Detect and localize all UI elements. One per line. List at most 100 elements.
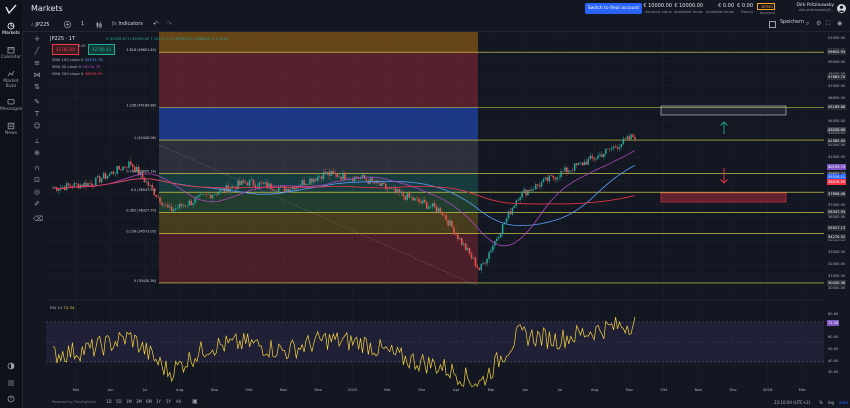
nav-item-market-buzz[interactable]: Market Buzz	[0, 70, 22, 89]
fullscreen-icon[interactable]: ⛶	[826, 20, 831, 27]
crosshair-icon[interactable]: +	[34, 35, 40, 43]
candle-body	[531, 189, 533, 192]
switch-to-real-account-button[interactable]: Switch to Real account	[585, 3, 642, 14]
candle-body	[147, 181, 150, 186]
redo-icon[interactable]: ↷	[166, 20, 172, 28]
add-symbol-icon[interactable]	[63, 20, 72, 29]
price-chart[interactable]: 1.618 (49801.40) 1.236 (45169.88) 1 (42426…	[46, 32, 824, 387]
time-axis[interactable]: Mai Jun Jul Aug Sep Okt Nov Dez 2025 Feb Mrz Apr Mai…	[46, 387, 824, 395]
stat-label: Invested funds	[706, 9, 735, 14]
pattern-icon[interactable]: ⋈	[33, 71, 41, 79]
theme-icon[interactable]	[7, 362, 15, 370]
candle-body	[544, 177, 547, 179]
candle-body	[414, 198, 416, 201]
interval-selector[interactable]: 1	[81, 21, 85, 27]
candle-body	[612, 146, 615, 149]
nav-item-messages[interactable]: Messages	[0, 98, 22, 112]
account-type-stat[interactable]: DEMO Account	[757, 3, 775, 15]
price-tick-label: 37000.00	[828, 202, 846, 207]
candle-body	[480, 264, 483, 271]
time-tick-label: Dez	[314, 387, 322, 392]
legend-value: 38230.78	[82, 64, 101, 69]
price-tick-label: 48000.00	[828, 72, 845, 76]
settings-sliders-icon[interactable]	[7, 379, 15, 387]
eye-icon[interactable]: ◎	[33, 188, 41, 196]
sma-100-legend[interactable]: SMA 100 close 0 39532.78	[52, 57, 103, 62]
candle-body	[85, 182, 87, 187]
trash-icon[interactable]: ⌫	[33, 215, 43, 223]
candle-body	[550, 175, 553, 176]
auto-toggle[interactable]: auto	[839, 400, 849, 405]
fib-label: 0.5 (38047.94)	[131, 188, 157, 192]
rsi-value-tag: 72.34	[827, 319, 840, 326]
sell-price-box[interactable]: 42782.80	[52, 44, 79, 55]
candle-body	[209, 194, 212, 199]
range-button[interactable]: 1D	[106, 399, 112, 404]
candle-body	[497, 237, 500, 239]
user-profile[interactable]: Dirk Pritzinowsky dirk.pritzinowsky@...	[788, 3, 834, 12]
magnet-icon[interactable]: ∩	[34, 164, 40, 172]
range-button[interactable]: 3M	[136, 399, 142, 404]
left-navigation: Markets Calendar Market Buzz Messages Ne…	[0, 0, 23, 408]
news-icon	[7, 122, 15, 130]
camera-icon[interactable]: ◉	[837, 20, 843, 27]
clock-readout[interactable]: 23:10:04 (UTC+2)	[774, 400, 811, 405]
sma-50-legend[interactable]: SMA 50 close 0 38230.78	[52, 64, 100, 69]
range-button[interactable]: 1Y	[156, 399, 161, 404]
candle-body	[618, 147, 621, 149]
candle-body	[478, 267, 481, 271]
range-button[interactable]: 5Y	[166, 399, 171, 404]
stay-in-drawing-icon[interactable]: ✐	[34, 200, 40, 208]
text-icon[interactable]: T	[34, 110, 40, 118]
ruler-icon[interactable]: ⟂	[34, 137, 40, 145]
layout-icon[interactable]	[769, 21, 776, 28]
range-button[interactable]: 5D	[116, 399, 122, 404]
zoom-in-icon[interactable]: ⊕	[34, 149, 40, 157]
candle-body	[102, 173, 105, 179]
nav-item-markets[interactable]: Markets	[0, 22, 22, 36]
candle-body	[155, 195, 157, 197]
candle-body	[614, 146, 617, 148]
trendline-icon[interactable]: ╱	[34, 47, 40, 55]
rsi-legend[interactable]: RSI 14 72.34	[50, 305, 74, 310]
price-axis[interactable]: 51000.0050000.0049000.0048000.0047000.00…	[827, 32, 850, 387]
brush-icon[interactable]: ✎	[34, 98, 40, 106]
log-toggle[interactable]: log	[828, 400, 835, 405]
calendar-range-icon[interactable]: ▣	[192, 398, 198, 405]
candle-body	[534, 184, 537, 190]
candle-body	[320, 176, 323, 180]
symbol-search[interactable]: ⌕ JP225	[31, 20, 57, 30]
candle-body	[283, 185, 286, 192]
help-icon[interactable]: ?	[7, 395, 15, 403]
fib-label: 0.382 (36327.70)	[126, 209, 156, 213]
nav-item-news[interactable]: News	[0, 122, 22, 136]
powered-by[interactable]: Powered by TradingView	[52, 400, 96, 404]
range-button[interactable]: 6M	[146, 399, 152, 404]
percent-toggle[interactable]: %	[819, 400, 823, 405]
search-icon[interactable]: ⌕	[806, 20, 810, 27]
candle-body	[338, 176, 340, 178]
range-button[interactable]: All	[176, 399, 181, 404]
emoji-icon[interactable]: ☺	[33, 122, 41, 130]
candle-body	[408, 193, 410, 198]
prediction-icon[interactable]: ⇅	[34, 83, 40, 91]
indicators-button[interactable]: ƒx Indicators	[112, 21, 143, 27]
undo-icon[interactable]: ↶	[153, 20, 159, 28]
save-button[interactable]: Speichern	[780, 20, 804, 25]
gear-icon[interactable]: ⚙	[816, 20, 822, 27]
candle-body	[133, 166, 136, 172]
price-tick-label: 44000.00	[828, 119, 846, 124]
candle-body	[451, 220, 453, 228]
candle-body	[200, 194, 202, 195]
app-logo-icon[interactable]	[5, 4, 17, 15]
candle-body	[98, 176, 101, 183]
candle-type-icon[interactable]	[95, 21, 103, 29]
avatar[interactable]	[837, 4, 846, 13]
range-button[interactable]: 1M	[126, 399, 132, 404]
nav-item-calendar[interactable]: Calendar	[0, 46, 22, 60]
lock-icon[interactable]: ⊡	[34, 176, 40, 184]
sma-200-legend[interactable]: SMA 200 close 0 38876.95	[52, 71, 103, 76]
buy-price-box[interactable]: 42786.42	[88, 44, 115, 55]
candle-body	[157, 196, 159, 198]
fib-retracement-icon[interactable]: ≡	[34, 59, 40, 67]
